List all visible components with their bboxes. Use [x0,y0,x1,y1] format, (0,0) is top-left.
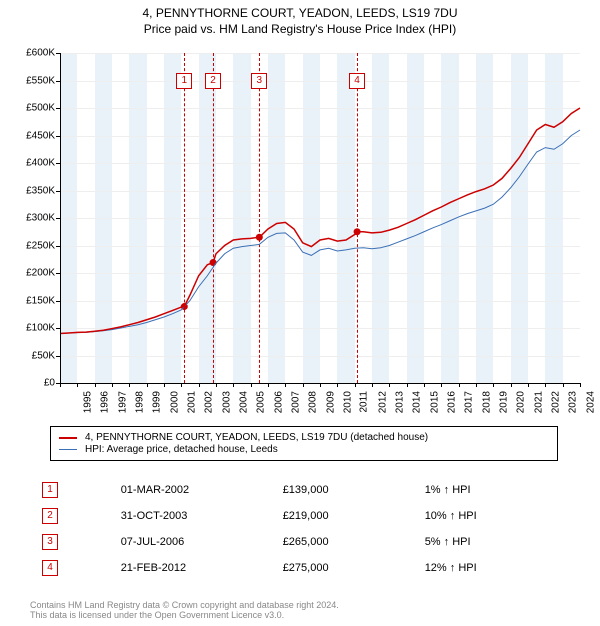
table-row: 2 31-OCT-2003£219,00010% ↑ HPI [32,504,568,528]
x-axis-label: 1999 [152,391,163,413]
x-axis-label: 2013 [394,391,405,413]
chart-container: 4, PENNYTHORNE COURT, YEADON, LEEDS, LS1… [0,6,600,626]
y-axis-label: £150K [10,295,55,306]
x-axis-label: 2018 [481,391,492,413]
x-axis-label: 2023 [568,391,579,413]
chart-svg [60,53,580,383]
x-axis-label: 1996 [100,391,111,413]
x-axis-label: 2012 [377,391,388,413]
y-axis-label: £100K [10,323,55,334]
x-axis-label: 2014 [412,391,423,413]
x-axis-label: 2006 [273,391,284,413]
x-axis-label: 2021 [533,391,544,413]
table-pct: 1% ↑ HPI [415,478,568,502]
y-axis-label: £0 [10,378,55,389]
table-marker: 2 [42,508,58,524]
table-marker: 4 [42,560,58,576]
y-axis-label: £300K [10,213,55,224]
x-axis-label: 2011 [359,391,370,413]
x-axis-label: 1998 [134,391,145,413]
x-axis-label: 2017 [464,391,475,413]
table-row: 3 07-JUL-2006£265,0005% ↑ HPI [32,530,568,554]
event-marker-label: 1 [176,73,192,89]
chart-footer: Contains HM Land Registry data © Crown c… [30,600,570,620]
event-marker-label: 2 [205,73,221,89]
x-axis-label: 2015 [429,391,440,413]
x-axis-label: 2024 [585,391,596,413]
chart-title: 4, PENNYTHORNE COURT, YEADON, LEEDS, LS1… [0,6,600,20]
plot-area: 1995199619971998199920002001200220032004… [60,53,580,383]
x-axis-label: 1997 [117,391,128,413]
legend-label: HPI: Average price, detached house, Leed… [85,444,278,455]
x-axis-label: 2007 [290,391,301,413]
table-pct: 5% ↑ HPI [415,530,568,554]
event-marker-label: 4 [349,73,365,89]
chart-area: 1995 1996 1997 1998 1999 2000 2001 2002 2003 2004… [10,48,590,418]
x-axis-label: 2022 [550,391,561,413]
y-axis-label: £350K [10,185,55,196]
y-axis-label: £450K [10,130,55,141]
x-axis-label: 2003 [221,391,232,413]
x-axis-label: 2019 [498,391,509,413]
x-axis-label: 2009 [325,391,336,413]
table-marker: 1 [42,482,58,498]
table-price: £265,000 [273,530,413,554]
table-price: £219,000 [273,504,413,528]
legend-swatch [59,449,77,450]
x-axis-label: 2010 [342,391,353,413]
table-date: 07-JUL-2006 [111,530,271,554]
series-line [60,108,580,334]
y-axis-label: £200K [10,268,55,279]
y-axis-label: £550K [10,75,55,86]
y-axis-label: £500K [10,103,55,114]
price-table: 1 01-MAR-2002£139,0001% ↑ HPI 2 31-OCT-2003… [30,476,570,582]
legend-item: HPI: Average price, detached house, Leed… [59,444,549,455]
footer-line-1: Contains HM Land Registry data © Crown c… [30,600,570,610]
table-row: 1 01-MAR-2002£139,0001% ↑ HPI [32,478,568,502]
x-axis-label: 2004 [238,391,249,413]
table-price: £275,000 [273,556,413,580]
y-axis-label: £600K [10,48,55,59]
legend-item: 4, PENNYTHORNE COURT, YEADON, LEEDS, LS1… [59,432,549,443]
x-axis-label: 1995 [82,391,93,413]
chart-legend: 4, PENNYTHORNE COURT, YEADON, LEEDS, LS1… [50,426,558,461]
x-tick [580,383,581,387]
table-date: 01-MAR-2002 [111,478,271,502]
table-row: 4 21-FEB-2012£275,00012% ↑ HPI [32,556,568,580]
legend-swatch [59,437,77,439]
legend-label: 4, PENNYTHORNE COURT, YEADON, LEEDS, LS1… [85,432,428,443]
x-axis-label: 2001 [186,391,197,413]
x-axis [60,383,580,384]
x-axis-label: 2020 [516,391,527,413]
table-date: 21-FEB-2012 [111,556,271,580]
table-date: 31-OCT-2003 [111,504,271,528]
x-axis-label: 2000 [169,391,180,413]
y-axis-label: £50K [10,350,55,361]
table-pct: 10% ↑ HPI [415,504,568,528]
table-pct: 12% ↑ HPI [415,556,568,580]
chart-subtitle: Price paid vs. HM Land Registry's House … [0,22,600,36]
table-price: £139,000 [273,478,413,502]
y-axis-label: £400K [10,158,55,169]
x-axis-label: 2008 [308,391,319,413]
x-axis-label: 2016 [446,391,457,413]
x-axis-label: 2005 [256,391,267,413]
x-axis-label: 2002 [204,391,215,413]
event-marker-label: 3 [251,73,267,89]
table-marker: 3 [42,534,58,550]
y-axis [60,53,61,383]
y-axis-label: £250K [10,240,55,251]
series-line [60,130,580,334]
footer-line-2: This data is licensed under the Open Gov… [30,610,570,620]
